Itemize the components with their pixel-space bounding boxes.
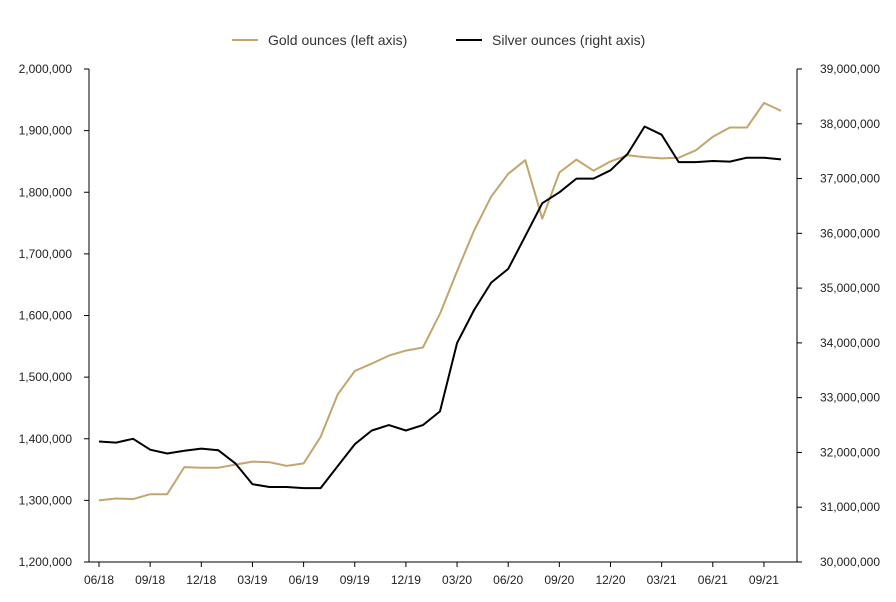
- legend: Gold ounces (left axis) Silver ounces (r…: [232, 32, 645, 48]
- tick-labels: 1,200,000 1,300,000 1,400,000 1,500,000 1,60…: [19, 62, 881, 587]
- silver-ounces-line: [98, 125, 782, 490]
- left-axis-tick-label: 1,900,000: [19, 124, 73, 138]
- tick-marks: [84, 68, 802, 567]
- left-axis-tick-label: 1,700,000: [19, 247, 73, 261]
- x-axis-tick-label: 06/21: [698, 573, 728, 587]
- right-axis-tick-label: 39,000,000: [820, 62, 880, 76]
- right-axis-tick-label: 38,000,000: [820, 117, 880, 131]
- left-axis-tick-label: 1,800,000: [19, 185, 73, 199]
- x-axis-tick-label: 12/20: [595, 573, 625, 587]
- left-axis-tick-label: 2,000,000: [19, 62, 73, 76]
- x-axis-tick-label: 09/19: [340, 573, 370, 587]
- gold-ounces-line: [98, 101, 782, 502]
- legend-label-silver: Silver ounces (right axis): [492, 32, 645, 48]
- right-axis-tick-label: 31,000,000: [820, 500, 880, 514]
- x-axis-tick-label: 09/21: [749, 573, 779, 587]
- right-axis-tick-label: 35,000,000: [820, 281, 880, 295]
- left-axis-tick-label: 1,600,000: [19, 309, 73, 323]
- right-axis-tick-label: 33,000,000: [820, 391, 880, 405]
- right-axis-tick-label: 30,000,000: [820, 555, 880, 569]
- x-axis-tick-label: 03/21: [647, 573, 677, 587]
- x-axis-tick-label: 12/19: [391, 573, 421, 587]
- right-axis-tick-label: 32,000,000: [820, 445, 880, 459]
- x-axis-tick-label: 09/20: [544, 573, 574, 587]
- x-axis-tick-label: 03/19: [237, 573, 267, 587]
- left-axis-tick-label: 1,500,000: [19, 370, 73, 384]
- x-axis-tick-label: 06/18: [84, 573, 114, 587]
- x-axis-tick-label: 06/19: [289, 573, 319, 587]
- legend-label-gold: Gold ounces (left axis): [268, 32, 407, 48]
- left-axis-tick-label: 1,400,000: [19, 432, 73, 446]
- x-axis-tick-label: 09/18: [135, 573, 165, 587]
- right-axis-tick-label: 37,000,000: [820, 172, 880, 186]
- left-axis-tick-label: 1,200,000: [19, 555, 73, 569]
- series-lines: [98, 101, 782, 502]
- x-axis-tick-label: 06/20: [493, 573, 523, 587]
- x-axis-tick-label: 12/18: [186, 573, 216, 587]
- axes: [88, 69, 798, 563]
- left-axis-tick-label: 1,300,000: [19, 493, 73, 507]
- right-axis-tick-label: 34,000,000: [820, 336, 880, 350]
- x-axis-tick-label: 03/20: [442, 573, 472, 587]
- right-axis-tick-label: 36,000,000: [820, 226, 880, 240]
